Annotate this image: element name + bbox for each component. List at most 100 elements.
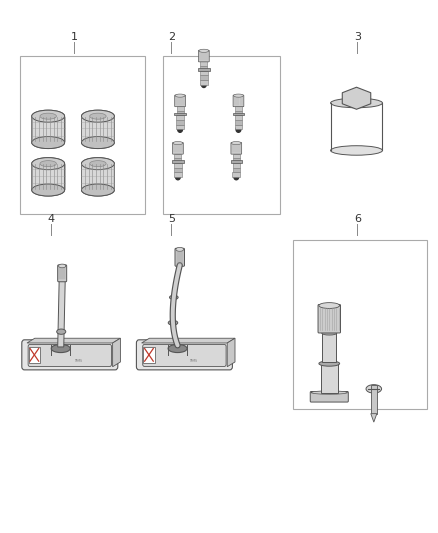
Bar (174, 172, 182, 177)
Ellipse shape (311, 391, 347, 394)
Bar (235, 120, 242, 125)
Ellipse shape (51, 344, 70, 352)
FancyBboxPatch shape (231, 142, 242, 154)
FancyBboxPatch shape (175, 248, 184, 266)
Bar (177, 106, 184, 111)
Bar (321, 364, 338, 393)
FancyBboxPatch shape (318, 304, 340, 333)
Polygon shape (81, 158, 114, 196)
Ellipse shape (168, 344, 187, 352)
Bar (233, 163, 240, 167)
Bar (230, 160, 242, 163)
Ellipse shape (319, 361, 339, 366)
FancyBboxPatch shape (143, 344, 226, 367)
Circle shape (201, 82, 206, 87)
Bar (322, 333, 336, 362)
Ellipse shape (366, 385, 381, 393)
Ellipse shape (331, 98, 382, 108)
Polygon shape (32, 158, 65, 196)
Bar (233, 112, 244, 116)
Ellipse shape (233, 94, 244, 97)
Ellipse shape (176, 247, 184, 252)
Bar (174, 158, 181, 163)
Ellipse shape (81, 110, 114, 122)
Bar (233, 172, 240, 177)
Polygon shape (227, 338, 235, 367)
Bar (29, 347, 40, 363)
Ellipse shape (40, 113, 57, 119)
Bar (233, 167, 240, 172)
FancyBboxPatch shape (58, 265, 67, 282)
Ellipse shape (170, 295, 178, 300)
Polygon shape (342, 87, 371, 109)
Bar (20, 55, 145, 214)
Polygon shape (27, 338, 120, 343)
FancyBboxPatch shape (233, 95, 244, 107)
Ellipse shape (173, 141, 183, 144)
Ellipse shape (81, 184, 114, 196)
FancyBboxPatch shape (28, 344, 112, 367)
Polygon shape (371, 414, 377, 422)
Bar (235, 111, 242, 116)
Bar (293, 240, 427, 409)
Ellipse shape (81, 136, 114, 149)
Text: 6: 6 (354, 214, 361, 224)
Bar (200, 80, 208, 85)
Ellipse shape (321, 331, 337, 335)
Text: 5: 5 (168, 214, 175, 224)
Ellipse shape (57, 329, 66, 334)
Bar (177, 120, 184, 125)
Ellipse shape (168, 320, 178, 325)
Ellipse shape (32, 158, 65, 169)
Bar (174, 154, 181, 158)
Ellipse shape (81, 158, 114, 169)
Bar (176, 125, 184, 130)
Circle shape (176, 174, 180, 180)
Polygon shape (58, 281, 65, 347)
Text: TPMS: TPMS (74, 359, 82, 364)
Circle shape (234, 174, 239, 180)
Polygon shape (32, 110, 65, 149)
Ellipse shape (231, 141, 241, 144)
Text: 3: 3 (354, 32, 361, 42)
Bar (200, 61, 207, 66)
Ellipse shape (175, 94, 185, 97)
Text: 2: 2 (168, 32, 175, 42)
Bar (143, 347, 155, 363)
Ellipse shape (331, 146, 382, 155)
FancyBboxPatch shape (136, 340, 233, 370)
Bar (200, 75, 208, 80)
Bar (172, 160, 184, 163)
Polygon shape (81, 110, 114, 149)
FancyBboxPatch shape (175, 95, 185, 107)
Bar (200, 66, 208, 70)
Polygon shape (113, 338, 120, 367)
FancyBboxPatch shape (310, 392, 348, 402)
Ellipse shape (199, 49, 209, 52)
Circle shape (178, 126, 183, 132)
Bar (174, 112, 186, 116)
Text: 1: 1 (71, 32, 78, 42)
Ellipse shape (32, 184, 65, 196)
Text: TPMS: TPMS (189, 359, 197, 364)
Bar (177, 116, 184, 120)
Bar (235, 116, 242, 120)
FancyBboxPatch shape (198, 50, 209, 62)
Ellipse shape (59, 264, 66, 268)
Ellipse shape (319, 303, 339, 309)
Bar (233, 154, 240, 158)
Bar (163, 55, 279, 214)
FancyBboxPatch shape (173, 142, 183, 154)
Ellipse shape (32, 136, 65, 149)
FancyBboxPatch shape (22, 340, 118, 370)
Bar (174, 163, 182, 167)
Bar (371, 385, 377, 414)
Text: 4: 4 (48, 214, 55, 224)
Bar (177, 111, 184, 116)
Ellipse shape (32, 110, 65, 122)
Bar (198, 68, 209, 70)
Bar (235, 106, 242, 111)
Ellipse shape (90, 160, 106, 167)
Bar (174, 167, 182, 172)
Circle shape (236, 126, 241, 132)
